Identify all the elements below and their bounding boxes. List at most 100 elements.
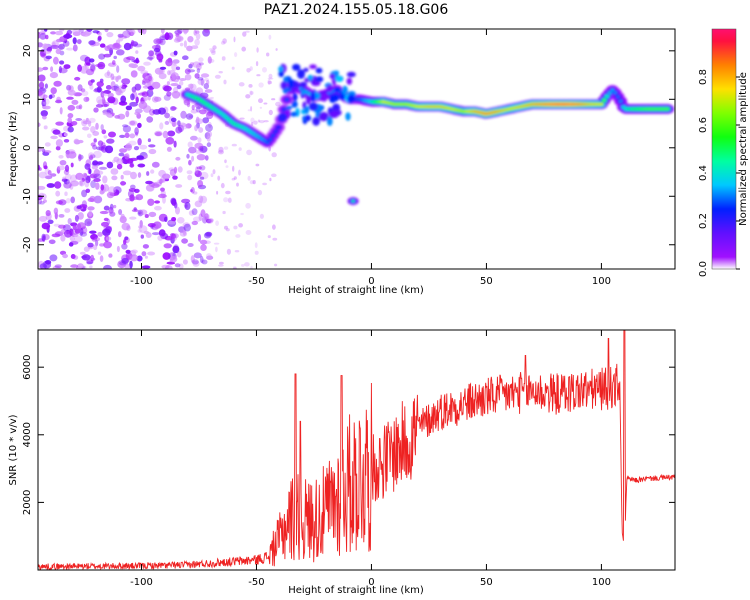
noise-blob [104,71,113,79]
y-tick-label: -10 [22,188,33,204]
noise-blob [63,139,70,143]
noise-blob [44,142,51,147]
noise-blob [238,147,242,151]
ridge-cell [305,114,311,122]
noise-blob [164,112,171,119]
noise-blob [168,77,176,83]
noise-blob [116,245,120,253]
ridge-cell [244,127,247,130]
noise-blob [173,86,178,94]
noise-blob [225,228,230,232]
noise-blob [162,173,171,180]
noise-blob [64,173,72,181]
noise-blob [50,173,57,177]
noise-blob [97,140,104,147]
noise-blob [245,202,251,209]
noise-blob [38,31,41,39]
noise-blob [100,124,104,131]
noise-blob [86,259,94,265]
noise-blob [77,39,82,45]
noise-blob [103,217,109,222]
noise-blob [154,205,162,211]
noise-blob [271,152,277,158]
noise-blob [175,156,181,161]
noise-blob [195,87,204,95]
noise-blob [241,46,246,52]
noise-blob [196,154,206,161]
ridge-cell [294,86,300,91]
spectrogram-x-label: Height of straight line (km) [288,285,424,296]
noise-blob [71,99,79,105]
ridge-cell [553,103,556,106]
noise-blob [159,122,164,130]
noise-blob [129,101,139,107]
noise-blob [248,84,253,88]
noise-blob [38,92,46,99]
noise-blob [118,152,125,157]
ridge-cell [481,112,485,115]
noise-blob [73,92,83,97]
noise-blob [96,161,104,165]
noise-blob [157,235,164,241]
noise-blob [256,47,259,53]
noise-blob [269,177,272,182]
noise-blob [147,93,151,101]
noise-blob [99,43,106,48]
noise-blob [86,29,93,32]
ridge-cell [517,106,520,109]
ridge-cell [335,75,343,82]
noise-blob [116,158,124,166]
noise-blob [126,56,136,61]
noise-blob [54,181,62,189]
noise-blob [146,56,154,60]
ridge-cell [556,103,559,106]
noise-blob [231,177,236,181]
noise-blob [59,160,67,166]
x-tick-label: -100 [130,577,153,588]
noise-blob [80,54,89,62]
y-tick-label: 10 [22,93,33,106]
noise-blob [75,172,84,180]
ridge-cell [308,102,318,111]
noise-blob [179,78,187,81]
ridge-cell [624,108,628,110]
noise-blob [43,150,52,154]
noise-blob [101,129,107,135]
ridge-cell [299,81,308,87]
ridge-cell [633,108,636,110]
ridge-cell [241,126,244,129]
noise-blob [139,144,148,150]
noise-blob [103,53,112,58]
noise-blob [188,63,193,69]
noise-blob [182,222,191,228]
noise-blob [179,42,184,47]
noise-blob [64,208,71,213]
noise-blob [125,110,130,118]
noise-blob [148,148,157,155]
noise-blob [102,112,111,116]
ridge-cell [208,105,211,107]
noise-blob [147,223,156,228]
noise-blob [137,122,142,129]
noise-blob [162,252,171,260]
ridge-cell [484,112,487,115]
ridge-cell [371,100,374,103]
ridge-cell [362,99,366,102]
noise-blob [107,92,114,99]
noise-blob [110,168,119,175]
noise-blob [184,74,192,81]
ridge-cell [395,103,399,106]
noise-blob [93,150,102,159]
noise-blob [90,180,96,189]
noise-blob [93,107,99,113]
noise-blob [50,44,60,50]
noise-blob [195,116,200,124]
noise-blob [91,161,101,167]
noise-blob [116,65,120,73]
ridge-cell [462,110,465,113]
noise-blob [140,70,149,75]
noise-blob [78,29,84,33]
ridge-cell [622,106,625,109]
noise-blob [45,210,51,217]
noise-blob [52,129,61,135]
